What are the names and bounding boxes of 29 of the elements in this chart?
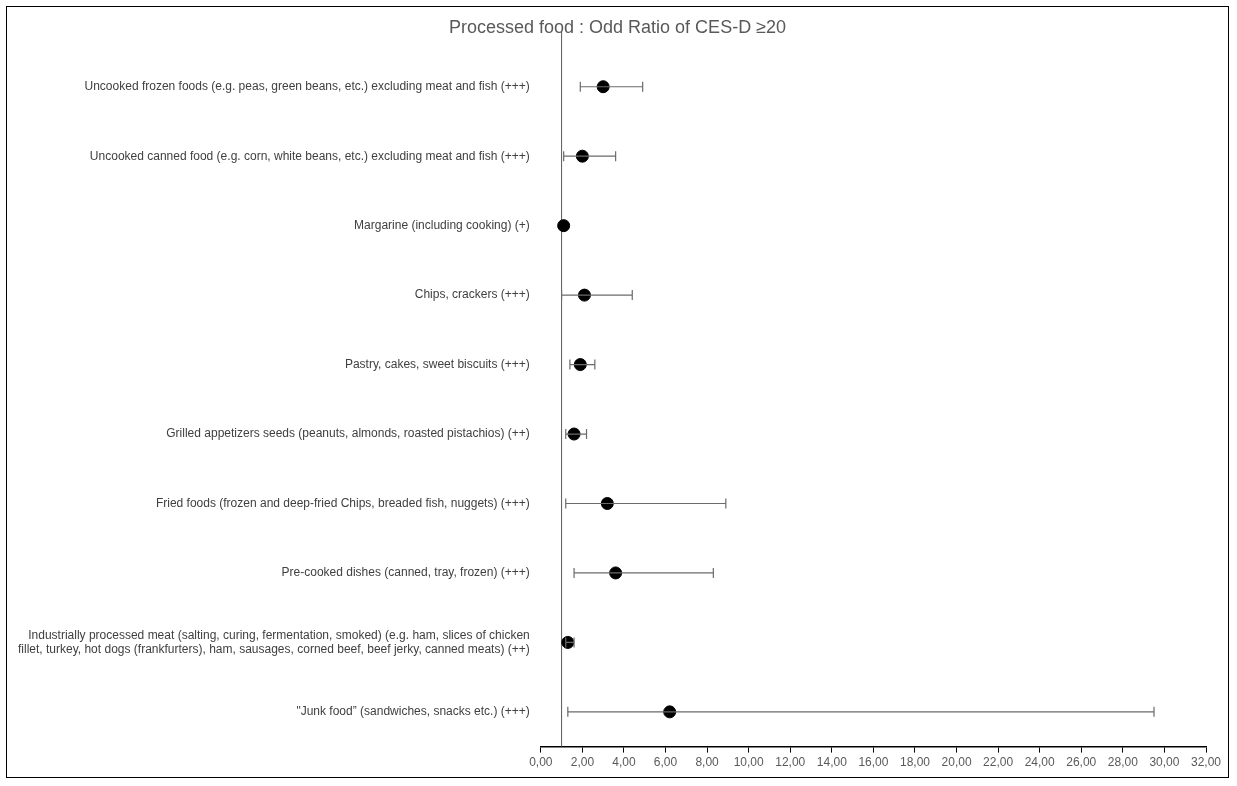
- x-tick-label: 16,00: [858, 755, 889, 770]
- point: [557, 219, 571, 233]
- x-tick-label: 10,00: [733, 755, 765, 770]
- y-tick-label: "Junk food” (sandwiches, snacks etc.) (+++): [296, 704, 530, 719]
- y-tick-label: Uncooked frozen foods (e.g. peas, green beans, etc.) excluding meat and fish (+++): [84, 79, 530, 94]
- x-tick-label: 28,00: [1107, 755, 1139, 770]
- x-tick-label: 32,00: [1190, 755, 1222, 770]
- x-tick-label: 18,00: [899, 755, 931, 770]
- x-tick-label: 0,00: [529, 755, 553, 770]
- x-tick-label: 14,00: [816, 755, 848, 770]
- y-tick-label: Uncooked canned food (e.g. corn, white beans, etc.) excluding meat and fish (+++): [89, 148, 530, 163]
- y-tick-label: Chips, crackers (+++): [414, 287, 530, 302]
- y-tick-label: Grilled appetizers seeds (peanuts, almonds, roasted pistachios) (++): [166, 426, 530, 441]
- y-tick-label: Industrially processed meat (salting, curing, fermentation, smoked) (e.g. ham, slices of chicken fillet, turkey, hot dogs (frankfurters), ham, sausages, corned beef, beef jerky, canned meats) (++): [17, 627, 530, 656]
- y-tick-label: Pastry, cakes, sweet biscuits (+++): [344, 356, 530, 371]
- x-tick-label: 24,00: [1024, 755, 1056, 770]
- x-tick-label: 30,00: [1149, 755, 1180, 770]
- y-tick-label: Pre-cooked dishes (canned, tray, frozen) (+++): [281, 565, 530, 580]
- x-tick-label: 20,00: [941, 755, 972, 770]
- y-tick-label: Fried foods (frozen and deep-fried Chips, breaded fish, nuggets) (+++): [155, 495, 530, 510]
- x-tick-label: 8,00: [695, 755, 720, 770]
- x-tick-label: 6,00: [653, 755, 678, 770]
- y-tick-label: Margarine (including cooking) (+): [354, 217, 530, 232]
- x-tick-label: 12,00: [775, 755, 806, 770]
- x-tick-label: 4,00: [612, 755, 636, 770]
- x-tick-label: 26,00: [1066, 755, 1097, 770]
- x-tick-label: 22,00: [983, 755, 1014, 770]
- x-tick-label: 2,00: [570, 755, 595, 770]
- chart-title: Processed food : Odd Ratio of CES-D ≥20: [448, 16, 787, 37]
